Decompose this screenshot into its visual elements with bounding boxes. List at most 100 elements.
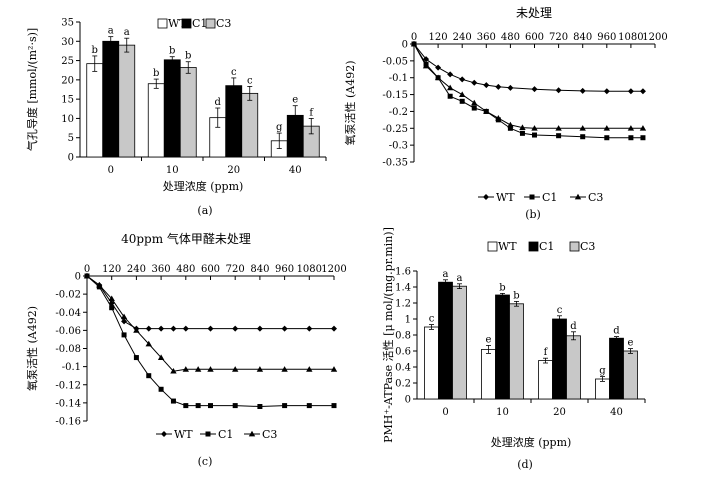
point-C3: [627, 125, 635, 131]
significance-letter: e: [292, 95, 298, 106]
significance-letter: b: [92, 45, 98, 56]
point-C3: [306, 366, 313, 372]
legend-marker-WT: [161, 431, 167, 437]
y-tick-label: -0.3: [389, 141, 408, 152]
point-WT: [483, 82, 490, 89]
point-C3: [182, 366, 189, 372]
chart-b: 0 -0.05 -0.1 -0.15 -0.2 -0.25 -0.3 -0.35 0 120 240…: [343, 6, 668, 221]
point-WT: [507, 84, 514, 91]
series-line-C3: [86, 275, 334, 372]
point-C1: [183, 403, 189, 409]
y-tick-label: 30: [61, 37, 74, 48]
point-C3: [256, 366, 264, 372]
legend-label: C3: [262, 428, 277, 441]
legend-marker-C3: [574, 193, 582, 200]
legend-label: C3: [216, 17, 231, 30]
y-tick-label: 1.2: [395, 299, 411, 310]
y-tick-label: 35: [61, 18, 74, 29]
y-tick-label: -0.14: [55, 398, 81, 409]
legend-swatch-C3: [205, 18, 216, 29]
point-C3: [422, 62, 430, 69]
panel-caption: (c): [198, 455, 213, 468]
point-C3: [281, 366, 288, 372]
point-C3: [145, 340, 152, 347]
legend-label: C1: [539, 240, 554, 253]
y-tick-label: -0.16: [55, 417, 81, 428]
significance-letter: g: [599, 366, 606, 377]
significance-letter: a: [457, 273, 463, 284]
significance-letter: e: [628, 338, 634, 349]
series-line-C1: [413, 43, 643, 139]
y-tick-label: 0.8: [395, 331, 411, 342]
point-C1: [628, 135, 634, 141]
x-tick-label: 720: [226, 264, 245, 275]
series-line-C1: [86, 275, 334, 408]
point-C1: [331, 403, 337, 409]
point-WT: [158, 325, 165, 332]
point-WT: [256, 325, 263, 332]
y-tick-label: 0: [405, 395, 411, 406]
y-tick-label: 0: [402, 40, 408, 51]
point-C3: [555, 125, 562, 131]
bar-C3: [118, 44, 136, 158]
point-C3: [434, 74, 442, 81]
point-WT: [121, 318, 128, 325]
significance-letter: b: [185, 51, 191, 62]
bar-WT: [481, 348, 496, 400]
bar-WT: [424, 326, 439, 400]
point-C3: [519, 124, 526, 131]
point-C1: [146, 373, 152, 379]
bar-C3: [179, 67, 197, 158]
x-tick-label: 0: [84, 264, 90, 275]
point-C3: [507, 121, 514, 128]
point-C1: [133, 355, 139, 361]
legend-label: C3: [588, 191, 603, 204]
x-tick-label: 1200: [642, 32, 667, 43]
point-C1: [471, 105, 477, 111]
point-C1: [109, 305, 115, 311]
point-C1: [257, 404, 263, 409]
point-C1: [519, 130, 525, 136]
point-C3: [133, 327, 140, 333]
point-C1: [640, 135, 646, 141]
bar-C1: [163, 59, 181, 158]
legend-swatch-C1: [181, 18, 192, 29]
series-line-WT: [413, 43, 643, 92]
y-axis-label: PMH⁺-ATPase 活性 [μ mol/(mg.pr.min)]: [381, 227, 395, 443]
point-WT: [182, 325, 189, 332]
panel-caption: (d): [517, 458, 533, 471]
point-C1: [507, 125, 513, 131]
y-tick-label: -0.35: [382, 158, 408, 169]
bar-C1: [609, 337, 624, 400]
series-line-C3: [413, 43, 643, 129]
x-tick-label: 10: [166, 165, 179, 176]
significance-letter: g: [276, 122, 283, 133]
x-tick-label: 20: [227, 165, 240, 176]
legend-marker-C1: [529, 194, 535, 200]
point-C1: [121, 332, 127, 338]
legend-label: C1: [542, 191, 557, 204]
point-C3: [96, 281, 103, 288]
y-axis-label: 氧泵活性 (A492): [343, 60, 357, 145]
point-C3: [232, 366, 239, 372]
significance-letter: c: [247, 75, 253, 86]
y-tick-label: -0.04: [55, 308, 81, 319]
significance-letter: c: [429, 314, 435, 325]
y-tick-label: 5: [68, 133, 74, 144]
point-C1: [232, 403, 238, 409]
y-tick-label: 0: [75, 272, 81, 283]
bar-WT: [86, 63, 104, 158]
x-tick-label: 480: [176, 264, 195, 275]
y-tick-label: 0.6: [395, 347, 411, 358]
y-tick-label: -0.12: [55, 380, 81, 391]
point-C3: [471, 99, 478, 106]
point-C3: [459, 91, 466, 97]
point-WT: [495, 83, 502, 90]
x-tick-label: 240: [453, 32, 472, 43]
point-C1: [580, 134, 586, 140]
y-tick-label: -0.06: [55, 326, 81, 337]
point-WT: [627, 88, 634, 95]
legend-marker-C3: [248, 430, 256, 437]
point-WT: [170, 325, 177, 332]
